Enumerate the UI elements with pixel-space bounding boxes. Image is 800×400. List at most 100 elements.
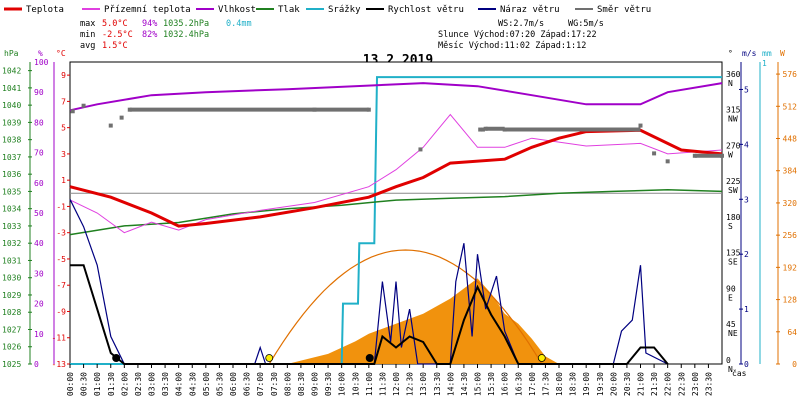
hpa-tick-label: 1033: [2, 222, 21, 231]
x-tick-label: 07:00: [256, 372, 265, 396]
hpa-tick-label: 1029: [2, 291, 21, 300]
stat-min-press: 1032.4hPa: [163, 30, 209, 40]
pressure-line: [69, 188, 723, 236]
x-axis: 00:00 00:30 01:00 01:30 02:00 02:30 03:00 03:30…: [66, 364, 713, 396]
hpa-tick-label: 1030: [2, 274, 21, 283]
sunrise-marker: [265, 354, 274, 362]
dir-name-label: SE: [728, 258, 738, 267]
dir-tick-label: 180: [726, 213, 741, 222]
ms-tick-label: 5: [744, 85, 749, 94]
x-tick-label: 17:30: [541, 372, 550, 396]
hpa-tick-label: 1025: [2, 360, 21, 369]
solar-area: [287, 278, 559, 364]
pct-tick-label: 100: [34, 58, 49, 67]
series: [69, 76, 724, 365]
temp-tick-label: 9: [61, 71, 66, 80]
hpa-tick-label: 1036: [2, 170, 21, 179]
mm-top-tick: 1: [762, 59, 767, 68]
temp-tick-label: -13: [52, 360, 67, 369]
x-tick-label: 15:00: [474, 372, 483, 396]
hpa-tick-label: 1042: [2, 67, 21, 76]
legend-prizemni: Přízemní teplota: [104, 5, 191, 15]
x-tick-label: 06:30: [243, 372, 252, 396]
dir-name-label: W: [728, 150, 733, 159]
hpa-unit: hPa: [4, 49, 19, 58]
temp-tick-label: -3: [56, 229, 66, 238]
x-tick-label: 14:30: [460, 372, 469, 396]
ms-tick-label: 2: [744, 250, 749, 259]
x-tick-label: 12:30: [406, 372, 415, 396]
hpa-tick-label: 1034: [2, 205, 21, 214]
temp-tick-label: 1: [61, 176, 66, 185]
rain-line: [70, 76, 722, 365]
legend-tlak: Tlak: [278, 5, 300, 15]
stats-block: max 5.0°C 94% 1035.2hPa 0.4mm min -2.5°C…: [80, 19, 604, 51]
mm-unit: mm: [762, 49, 772, 58]
pct-tick-label: 90: [34, 88, 44, 97]
dir-name-label: NE: [728, 329, 738, 338]
ground-temp-line: [69, 113, 723, 234]
x-tick-label: 11:30: [378, 372, 387, 396]
x-tick-label: 04:00: [175, 372, 184, 396]
stat-min-label: min: [80, 30, 95, 40]
w-tick-label: 192: [783, 263, 798, 272]
ms-tick-label: 4: [744, 140, 749, 149]
w-tick-label: 576: [783, 70, 798, 79]
stat-max-label: max: [80, 19, 95, 29]
stat-moon: Měsíc Východ:11:02 Západ:1:12: [438, 41, 586, 51]
temp-tick-label: 5: [61, 124, 66, 133]
temp-tick-label: -11: [52, 334, 67, 343]
dir-name-label: NW: [728, 115, 738, 124]
x-tick-label: 19:30: [596, 372, 605, 396]
x-tick-label: 04:30: [188, 372, 197, 396]
pct-tick-label: 20: [34, 300, 44, 309]
x-tick-label: 21:00: [637, 372, 646, 396]
stat-max-hum: 94%: [142, 19, 157, 29]
hpa-tick-label: 1026: [2, 343, 21, 352]
pct-tick-label: 50: [34, 209, 44, 218]
x-tick-label: 01:30: [107, 372, 116, 396]
sun-arc: [268, 249, 543, 365]
x-tick-label: 05:30: [215, 372, 224, 396]
dir-tick-label: 270: [726, 141, 741, 150]
wind-dir-point: [720, 153, 724, 158]
x-tick-label: 02:30: [134, 372, 143, 396]
stat-min-hum: 82%: [142, 30, 157, 40]
dir-name-label: N: [728, 365, 733, 374]
wind-dir-point: [638, 123, 643, 128]
wind-dir-point: [480, 127, 485, 132]
stat-ws: WS:2.7m/s: [498, 19, 544, 29]
moonrise-marker: [365, 354, 374, 362]
legend-naraz: Náraz větru: [500, 5, 560, 15]
x-tick-label: 07:30: [270, 372, 279, 396]
x-tick-label: 10:30: [351, 372, 360, 396]
w-tick-label: 256: [783, 231, 798, 240]
pct-tick-label: 80: [34, 118, 44, 127]
w-tick-label: 320: [783, 199, 798, 208]
dir-tick-label: 0: [726, 356, 731, 365]
legend-rychlost: Rychlost větru: [388, 5, 464, 15]
x-tick-label: 02:00: [120, 372, 129, 396]
x-tick-label: 21:30: [650, 372, 659, 396]
plot-area: [69, 61, 723, 365]
temp-tick-label: -9: [56, 307, 66, 316]
wind-dir-point: [108, 123, 113, 128]
deg-unit: °: [728, 49, 733, 58]
temp-tick-label: -7: [56, 281, 66, 290]
sunset-marker: [537, 354, 546, 362]
dir-name-label: N: [728, 79, 733, 88]
wind-dir-point: [119, 115, 124, 120]
x-tick-label: 20:00: [609, 372, 618, 396]
stat-wg: WG:5m/s: [568, 19, 604, 29]
ms-tick-label: 3: [744, 195, 749, 204]
stat-avg-temp: 1.5°C: [102, 41, 128, 51]
ms-unit: m/s: [742, 49, 757, 58]
temp-tick-label: -1: [56, 202, 66, 211]
legend-srazky: Srážky: [328, 5, 361, 15]
pct-tick-label: 10: [34, 330, 44, 339]
hpa-tick-label: 1027: [2, 325, 21, 334]
dir-name-label: E: [728, 293, 733, 302]
w-unit: W: [780, 49, 785, 58]
wind-dir-point: [81, 103, 86, 108]
